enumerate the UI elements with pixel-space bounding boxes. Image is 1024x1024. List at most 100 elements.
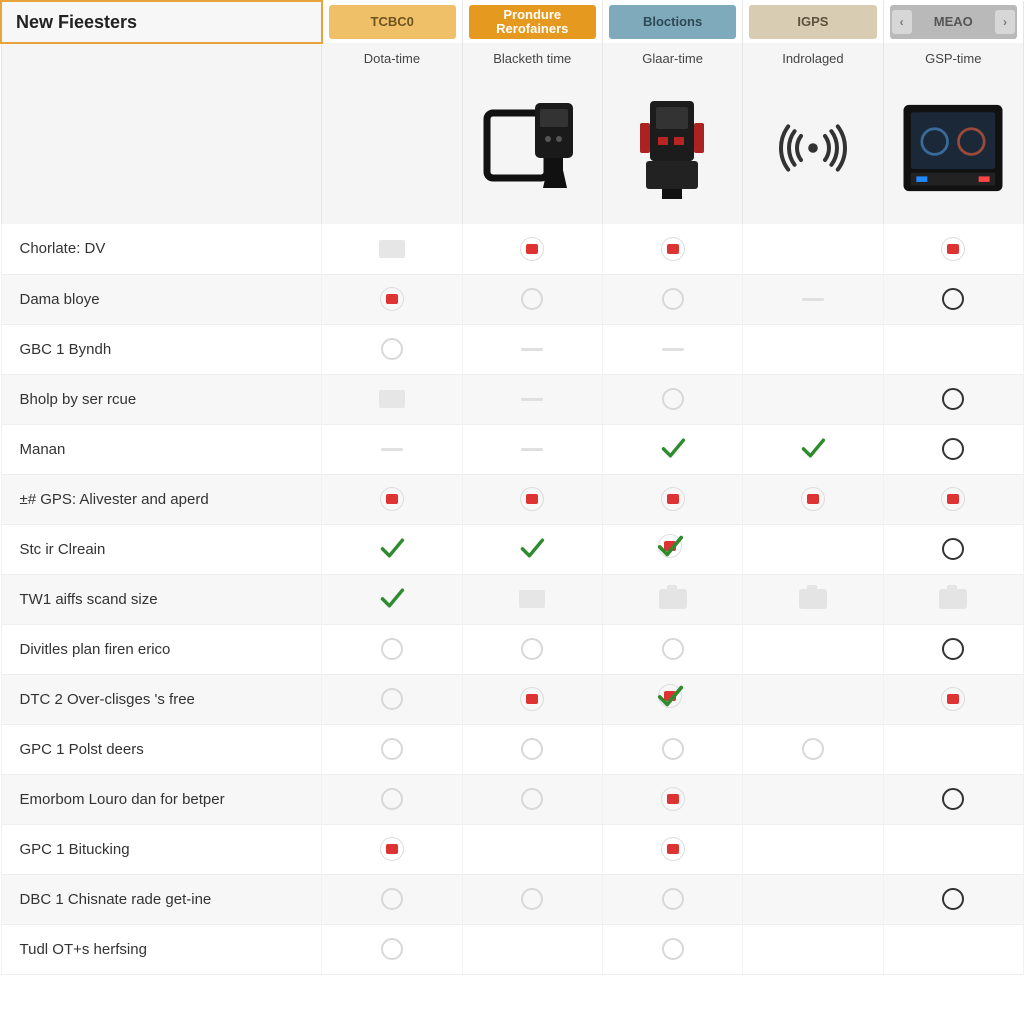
feature-cell [462, 874, 602, 924]
feature-cell [602, 874, 742, 924]
feature-cell [743, 474, 883, 524]
feature-cell [883, 874, 1023, 924]
table-row: ±# GPS: Alivester and aperd [1, 474, 1024, 524]
feature-cell [602, 574, 742, 624]
product-image-3 [743, 74, 883, 224]
feature-cell [322, 324, 462, 374]
feature-label: Chorlate: DV [1, 224, 322, 274]
faded-dash-icon [517, 334, 547, 364]
checkmark-icon [519, 535, 545, 561]
feature-cell [462, 674, 602, 724]
faded-circle-icon [377, 784, 407, 814]
red-indicator-icon [377, 834, 407, 864]
faded-circle-icon [517, 784, 547, 814]
feature-label: Divitles plan firen erico [1, 624, 322, 674]
feature-label: DBC 1 Chisnate rade get-ine [1, 874, 322, 924]
feature-cell [322, 524, 462, 574]
comparison-table: New Fieesters TCBC0 Prondure Rerofainers… [0, 0, 1024, 975]
feature-cell [743, 624, 883, 674]
col-header-1[interactable]: Prondure Rerofainers [462, 1, 602, 43]
feature-cell [883, 624, 1023, 674]
feature-cell [602, 824, 742, 874]
subtitle-4: GSP-time [883, 43, 1023, 74]
checkmark-icon [660, 435, 686, 461]
feature-cell [322, 774, 462, 824]
faded-circle-icon [377, 634, 407, 664]
feature-cell [602, 274, 742, 324]
feature-label: Bholp by ser rcue [1, 374, 322, 424]
feature-cell [322, 474, 462, 524]
feature-cell [883, 674, 1023, 724]
feature-cell [743, 724, 883, 774]
red-indicator-icon [658, 234, 688, 264]
feature-cell [883, 474, 1023, 524]
empty-circle-icon [938, 884, 968, 914]
nav-prev-icon[interactable]: ‹ [892, 10, 912, 34]
feature-cell [883, 324, 1023, 374]
faded-box-icon [377, 384, 407, 414]
product-image-row [1, 74, 1024, 224]
faded-circle-icon [658, 634, 688, 664]
faded-circle-icon [517, 734, 547, 764]
feature-cell [462, 824, 602, 874]
nav-next-icon[interactable]: › [995, 10, 1015, 34]
feature-cell [743, 774, 883, 824]
feature-cell [883, 524, 1023, 574]
feature-cell [743, 924, 883, 974]
feature-cell [602, 424, 742, 474]
faded-circle-icon [517, 634, 547, 664]
feature-cell [883, 224, 1023, 274]
feature-label: GPC 1 Polst deers [1, 724, 322, 774]
feature-label: Stc ir Clreain [1, 524, 322, 574]
feature-cell [883, 574, 1023, 624]
table-row: Tudl OT+s herfsing [1, 924, 1024, 974]
product-image-1 [462, 74, 602, 224]
feature-cell [743, 524, 883, 574]
feature-cell [743, 374, 883, 424]
feature-cell [743, 424, 883, 474]
feature-cell [462, 724, 602, 774]
feature-cell [743, 874, 883, 924]
feature-cell [602, 924, 742, 974]
feature-cell [322, 924, 462, 974]
faded-circle-icon [517, 884, 547, 914]
faded-circle-icon [658, 284, 688, 314]
faded-box-icon [517, 584, 547, 614]
feature-cell [743, 274, 883, 324]
faded-dash-icon [517, 384, 547, 414]
red-indicator-icon [798, 484, 828, 514]
feature-cell [462, 624, 602, 674]
feature-label: GPC 1 Bitucking [1, 824, 322, 874]
feature-cell [462, 274, 602, 324]
table-row: DTC 2 Over-clisges 's free [1, 674, 1024, 724]
empty-circle-icon [938, 284, 968, 314]
faded-circle-icon [798, 734, 828, 764]
faded-circle-icon [658, 734, 688, 764]
faded-circle-icon [377, 734, 407, 764]
feature-cell [462, 474, 602, 524]
feature-cell [322, 624, 462, 674]
feature-cell [462, 424, 602, 474]
subtitle-2: Glaar-time [602, 43, 742, 74]
faded-camera-icon [938, 584, 968, 614]
col-header-0[interactable]: TCBC0 [322, 1, 462, 43]
feature-cell [883, 274, 1023, 324]
table-row: DBC 1 Chisnate rade get-ine [1, 874, 1024, 924]
table-row: Dama bloye [1, 274, 1024, 324]
subtitle-0: Dota-time [322, 43, 462, 74]
faded-circle-icon [658, 384, 688, 414]
col-header-3[interactable]: IGPS [743, 1, 883, 43]
feature-cell [883, 824, 1023, 874]
feature-cell [322, 674, 462, 724]
feature-cell [462, 374, 602, 424]
col-header-2[interactable]: Bloctions [602, 1, 742, 43]
col-header-4[interactable]: ‹ MEAO › [883, 1, 1023, 43]
feature-cell [602, 624, 742, 674]
feature-cell [462, 224, 602, 274]
feature-cell [462, 774, 602, 824]
feature-label: GBC 1 Byndh [1, 324, 322, 374]
checkmark-icon [379, 535, 405, 561]
feature-cell [322, 224, 462, 274]
subheader-row: Dota-time Blacketh time Glaar-time Indro… [1, 43, 1024, 74]
checkmark-icon [800, 435, 826, 461]
